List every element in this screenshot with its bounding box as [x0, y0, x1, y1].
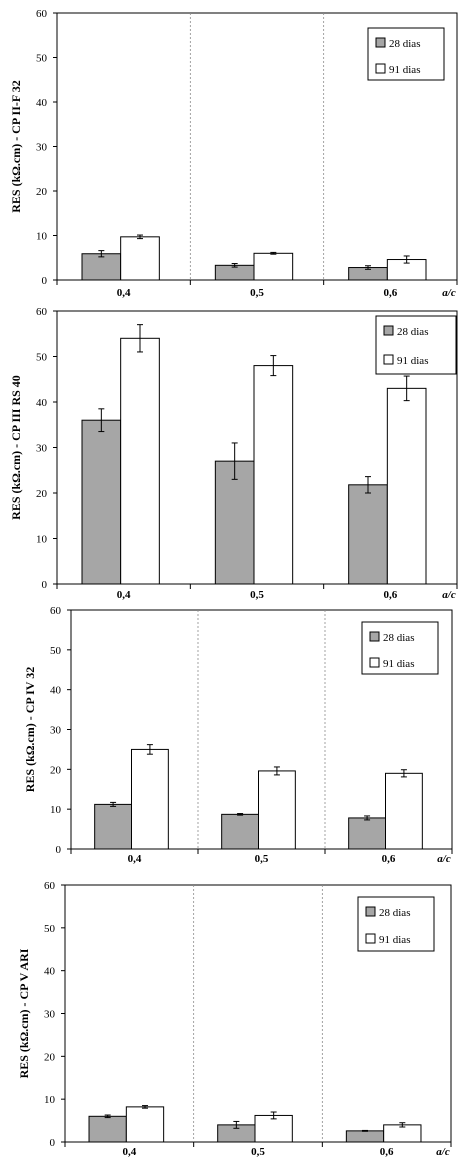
bar-28-dias-0-4 [94, 803, 132, 850]
y-tick-label: 30 [36, 443, 48, 455]
x-category-label: 0,4 [122, 1146, 136, 1158]
x-category-label: 0,5 [255, 853, 269, 865]
y-tick-label: 10 [44, 1094, 56, 1106]
bar-28-dias-0-5 [221, 813, 259, 850]
y-tick-label: 40 [44, 966, 56, 978]
y-tick-label: 20 [36, 186, 48, 198]
legend-swatch [375, 37, 386, 48]
y-tick-label: 40 [36, 97, 48, 109]
y-axis-title: RES (kΩ.cm) - CP II-F 32 [9, 80, 23, 213]
bar-91-dias-0-6 [385, 772, 423, 850]
x-category-label: 0,6 [380, 1146, 394, 1158]
bar-91-dias-0-4 [120, 236, 160, 281]
legend: 28 dias 91 dias [367, 27, 445, 81]
legend-label: 91 dias [389, 64, 420, 76]
bar-28-dias-0-4 [81, 253, 122, 281]
y-tick-label: 20 [36, 488, 48, 500]
bar-91-dias-0-4 [125, 1106, 165, 1143]
bar-28-dias-0-6 [348, 817, 387, 850]
y-tick-label: 10 [36, 534, 48, 546]
legend: 28 dias 91 dias [375, 315, 457, 375]
y-axis-title: RES (kΩ.cm) - CP V ARI [17, 948, 31, 1078]
x-axis-label: a/c [442, 287, 456, 299]
legend-swatch [383, 325, 394, 336]
x-axis-label: a/c [436, 1146, 450, 1158]
y-axis-title: RES (kΩ.cm) - CP III RS 40 [9, 375, 23, 520]
bar-28-dias-0-6 [345, 1130, 385, 1143]
x-category-label: 0,5 [250, 589, 264, 601]
y-tick-label: 50 [44, 923, 56, 935]
y-tick-label: 20 [44, 1051, 56, 1063]
x-category-label: 0,4 [117, 287, 131, 299]
y-tick-label: 30 [36, 142, 48, 154]
legend-label: 28 dias [383, 632, 414, 644]
legend-label: 91 dias [397, 355, 428, 367]
y-tick-label: 30 [44, 1009, 56, 1021]
bar-91-dias-0-5 [253, 252, 294, 281]
y-tick-label: 60 [44, 880, 56, 892]
y-tick-label: 0 [42, 275, 48, 287]
y-tick-label: 10 [36, 231, 48, 243]
bar-91-dias-0-5 [254, 1114, 293, 1143]
legend-label: 91 dias [379, 934, 410, 946]
x-axis-label: a/c [437, 853, 451, 865]
legend-label: 28 dias [389, 38, 420, 50]
chart-panel-3: 0 10 20 30 40 50 60 RES (kΩ.cm) - CP IV 32 0,4 0,… [23, 605, 453, 865]
y-tick-label: 50 [36, 352, 48, 364]
bar-28-dias-0-6 [348, 484, 388, 585]
y-tick-label: 0 [56, 844, 62, 856]
y-tick-label: 40 [50, 685, 62, 697]
legend-swatch [369, 631, 380, 642]
y-tick-label: 60 [36, 8, 48, 20]
y-tick-label: 30 [50, 725, 62, 737]
bar-91-dias-0-5 [258, 770, 296, 850]
legend-label: 28 dias [379, 907, 410, 919]
y-axis-title: RES (kΩ.cm) - CP IV 32 [23, 667, 37, 792]
chart-panel-2: 0 10 20 30 40 50 60 RES (kΩ.cm) - CP III RS 40 0… [9, 306, 458, 601]
bar-91-dias-0-5 [253, 365, 294, 585]
y-tick-label: 50 [50, 645, 62, 657]
y-tick-label: 40 [36, 397, 48, 409]
x-category-label: 0,6 [383, 589, 397, 601]
legend-swatch [365, 933, 376, 944]
bar-28-dias-0-4 [88, 1115, 127, 1143]
bar-91-dias-0-4 [131, 748, 169, 850]
y-tick-label: 0 [42, 579, 48, 591]
x-category-label: 0,4 [117, 589, 131, 601]
legend-label: 28 dias [397, 326, 428, 338]
legend-label: 91 dias [383, 658, 414, 670]
chart-panel-4: 0 10 20 30 40 50 60 RES (kΩ.cm) - CP V ARI 0,4 0,… [17, 880, 452, 1158]
y-tick-label: 20 [50, 764, 62, 776]
legend-box [367, 27, 445, 81]
bar-28-dias-0-4 [81, 419, 122, 585]
x-category-label: 0,6 [383, 287, 397, 299]
y-tick-label: 0 [50, 1137, 56, 1149]
x-category-label: 0,6 [382, 853, 396, 865]
x-category-label: 0,5 [251, 1146, 265, 1158]
y-tick-label: 60 [50, 605, 62, 617]
y-tick-label: 60 [36, 306, 48, 318]
x-axis-label: a/c [442, 589, 456, 601]
legend-swatch [365, 906, 376, 917]
bar-91-dias-0-4 [120, 337, 160, 585]
legend-swatch [369, 657, 380, 668]
chart-panel-1: 0 10 20 30 40 50 60 RES (kΩ.cm) - CP II-F 32 0,4… [9, 8, 458, 299]
bar-91-dias-0-6 [386, 387, 427, 585]
legend: 28 dias 91 dias [361, 621, 439, 675]
y-tick-label: 10 [50, 804, 62, 816]
legend-swatch [375, 63, 386, 74]
x-category-label: 0,5 [250, 287, 264, 299]
y-tick-label: 50 [36, 53, 48, 65]
bar-28-dias-0-5 [214, 460, 255, 585]
legend: 28 dias 91 dias [357, 896, 435, 952]
x-category-label: 0,4 [128, 853, 142, 865]
legend-swatch [383, 354, 394, 365]
